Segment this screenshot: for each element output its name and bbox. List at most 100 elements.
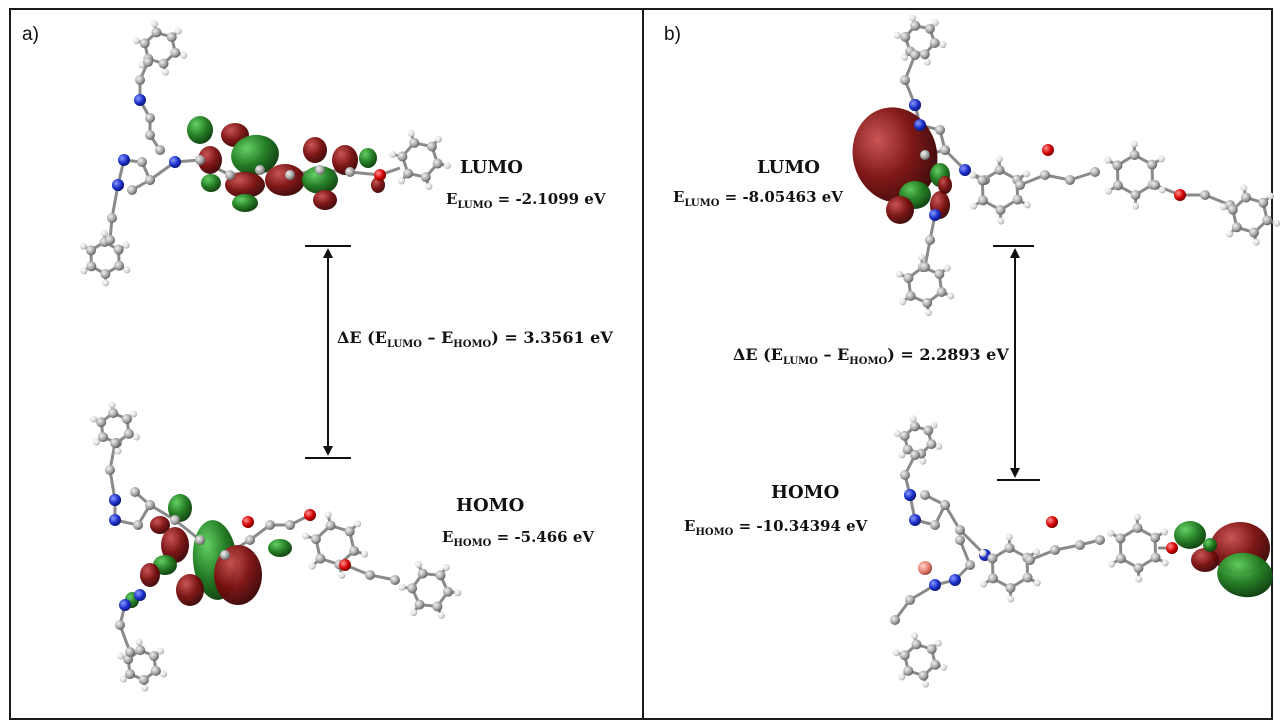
lumo-title-b: LUMO (757, 157, 820, 178)
homo-energy-a: EHOMO = -5.466 eV (442, 528, 594, 549)
atom-h (1162, 559, 1169, 566)
atom-h (151, 20, 158, 27)
atom-h (1220, 203, 1227, 210)
atom-c (140, 38, 150, 48)
atom-h (935, 640, 942, 647)
atom-h (389, 151, 396, 158)
atom-c (940, 145, 950, 155)
atom-h (338, 572, 345, 579)
atom-c (107, 213, 117, 223)
atom-c (900, 75, 910, 85)
atom-h (1007, 595, 1014, 602)
atom-c (911, 639, 921, 649)
atom-c (139, 675, 149, 685)
atom-c (124, 429, 134, 439)
atom-c (135, 645, 145, 655)
atom-h (909, 14, 916, 21)
atom-c (1015, 180, 1025, 190)
atom-h (1240, 184, 1247, 191)
atom-c (955, 525, 965, 535)
orbital-lobe-negative (1191, 548, 1219, 572)
atom-n (929, 579, 941, 591)
atom-h (354, 520, 361, 527)
atom-c (418, 569, 428, 579)
atom-h (438, 612, 445, 619)
atom-c (137, 157, 147, 167)
atom-c (1258, 198, 1268, 208)
atom-c (1095, 535, 1105, 545)
atom-h (123, 242, 130, 249)
atom-c (934, 269, 944, 279)
orbital-lobe-positive (187, 116, 213, 144)
atom-h (398, 177, 405, 184)
atom-c (910, 21, 920, 31)
atom-h (896, 271, 903, 278)
atom-h (1159, 186, 1166, 193)
atom-h (940, 664, 947, 671)
orbital-lobe-positive (232, 194, 258, 212)
atom-h (918, 254, 925, 261)
atom-n (929, 209, 941, 221)
energy-gap-a: ΔE (ELUMO – EHOMO) = 3.3561 eV (337, 328, 613, 350)
atom-c (955, 535, 965, 545)
atom-h (123, 266, 130, 273)
atom-c (935, 125, 945, 135)
atom-c (125, 669, 135, 679)
atom-h (894, 32, 901, 39)
atom-h (80, 267, 87, 274)
atom-c (910, 450, 920, 460)
gap-arrow-a (305, 246, 351, 458)
atom-c (151, 27, 161, 37)
atom-c (285, 520, 295, 530)
atom-c (1133, 523, 1143, 533)
atom-h (302, 532, 309, 539)
atom-c (345, 167, 355, 177)
atom-c (98, 432, 108, 442)
atom-c (125, 647, 135, 657)
atom-h (939, 41, 946, 48)
atom-c (1151, 553, 1161, 563)
atom-c (195, 535, 205, 545)
atom-c (920, 150, 930, 160)
atom-h (408, 130, 415, 137)
atom-n (109, 514, 121, 526)
atom-o (1174, 189, 1186, 201)
atom-c (1065, 175, 1075, 185)
atom-c (890, 615, 900, 625)
atom-c (349, 546, 359, 556)
atom-c (940, 500, 950, 510)
atom-h (180, 52, 187, 59)
atom-c (86, 261, 96, 271)
atom-c (1112, 160, 1122, 170)
atom-c (1133, 563, 1143, 573)
atom-n (914, 119, 926, 131)
atom-h (1034, 579, 1041, 586)
atom-c (1147, 160, 1157, 170)
atom-c (105, 465, 115, 475)
atom-c (937, 287, 947, 297)
atom-c (143, 57, 153, 67)
orbital-lobe-negative (886, 196, 914, 224)
atom-c (923, 425, 933, 435)
atom-c (930, 38, 940, 48)
atom-h (898, 673, 905, 680)
atom-c (414, 600, 424, 610)
atom-h (979, 550, 986, 557)
atom-n (169, 156, 181, 168)
atom-c (930, 520, 940, 530)
atom-c (1130, 150, 1140, 160)
orbital-lobe-negative (176, 574, 204, 606)
atom-c (1241, 192, 1251, 202)
atom-h (361, 551, 368, 558)
atom-h (141, 685, 148, 692)
orbital-lobe-negative (938, 176, 952, 194)
atom-h (117, 652, 124, 659)
atom-o (339, 559, 351, 571)
atom-c (114, 261, 124, 271)
atom-c (220, 550, 230, 560)
lumo-energy-b: ELUMO = -8.05463 eV (673, 188, 843, 209)
atom-c (1249, 228, 1259, 238)
atom-h (1108, 561, 1115, 568)
atom-c (105, 235, 115, 245)
